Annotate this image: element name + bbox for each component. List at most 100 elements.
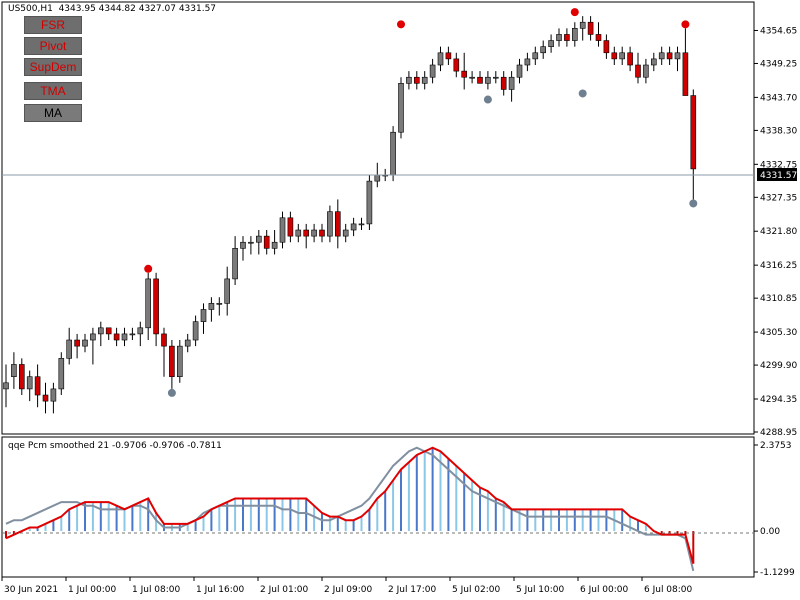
candle-body (421, 76, 428, 84)
candle-body (105, 327, 112, 335)
candle-body (540, 46, 547, 54)
time-tick-label: 2 Jul 01:00 (260, 585, 309, 595)
swing-low-marker (578, 89, 587, 98)
candle-body (429, 64, 436, 78)
candle-body (643, 64, 649, 78)
candle-body (279, 217, 286, 243)
price-tick-label: 4349.25 (760, 59, 797, 69)
candle-body (216, 303, 223, 305)
time-tick-label: 1 Jul 16:00 (196, 585, 245, 595)
candle-body (524, 58, 531, 66)
candle-body (477, 76, 483, 84)
candle-body (319, 229, 325, 237)
candle-body (437, 52, 444, 66)
candle-body (295, 229, 302, 237)
candle-body (145, 278, 151, 329)
swing-low-marker (689, 199, 698, 208)
candle-body (413, 76, 420, 84)
candle-body (263, 235, 270, 249)
candle-body (658, 52, 665, 60)
candle-body (334, 211, 341, 237)
price-tick-label: 4338.30 (760, 126, 797, 136)
supdem-button[interactable]: SupDem (24, 58, 82, 76)
candle-body (327, 211, 333, 237)
fsr-button[interactable]: FSR (24, 16, 82, 34)
candle-body (453, 58, 460, 72)
candle-body (58, 358, 65, 390)
ma-button[interactable]: MA (24, 104, 82, 122)
candle-body (255, 235, 262, 243)
candle-body (271, 241, 278, 249)
candle-body (492, 76, 499, 79)
indicator-tick-label: 2.3753 (760, 441, 792, 451)
symbol-label: US500,H1 4343.95 4344.82 4327.07 4331.57 (8, 4, 217, 14)
candle-body (11, 364, 17, 377)
price-tick-label: 4305.30 (760, 328, 797, 338)
candle-body (153, 278, 159, 335)
candle-body (485, 76, 491, 84)
candle-body (469, 76, 475, 79)
candle-body (192, 321, 199, 341)
time-tick-label: 1 Jul 00:00 (68, 585, 117, 595)
time-tick-label: 5 Jul 02:00 (452, 585, 501, 595)
qqe-slow-line (5, 446, 695, 572)
time-tick-label: 30 Jun 2021 (4, 585, 58, 595)
candle-body (603, 40, 610, 54)
candle-body (516, 64, 523, 78)
current-price-text: 4331.57 (760, 171, 797, 181)
candle-body (90, 333, 96, 341)
time-tick-label: 6 Jul 08:00 (644, 585, 693, 595)
time-tick-label: 1 Jul 08:00 (132, 585, 181, 595)
price-tick-label: 4310.85 (760, 294, 797, 304)
price-tick-label: 4332.75 (760, 160, 797, 170)
candle-body (571, 28, 578, 41)
candle-body (358, 223, 365, 226)
candle-body (137, 327, 144, 335)
candle-body (532, 52, 539, 60)
candle-body (350, 223, 357, 231)
candle-body (200, 309, 207, 322)
candle-body (50, 388, 57, 402)
time-tick-label: 5 Jul 10:00 (516, 585, 565, 595)
candle-body (129, 333, 136, 336)
candle-body (121, 333, 128, 341)
price-tick-label: 4288.95 (760, 428, 797, 438)
pivot-button[interactable]: Pivot (24, 37, 82, 55)
swing-markers-layer (144, 8, 698, 397)
candle-body (682, 52, 689, 96)
price-axis: 4354.65 4349.25 4343.70 4338.30 4332.75 4327.… (754, 26, 797, 438)
candle-body (650, 58, 657, 66)
price-tick-label: 4294.35 (760, 395, 797, 405)
price-pane-frame (1, 1, 755, 435)
price-tick-label: 4354.65 (760, 26, 797, 36)
candle-body (595, 34, 602, 41)
candle-body (311, 229, 317, 237)
candles-layer (3, 16, 697, 414)
current-price-tag (757, 168, 797, 181)
qqe-histogram (5, 447, 695, 564)
candle-body (564, 34, 570, 41)
indicator-title: qqe Pcm smoothed 21 -0.9706 -0.9706 -0.7… (8, 441, 222, 451)
candle-body (611, 52, 618, 60)
swing-low-marker (483, 95, 492, 104)
candle-body (248, 241, 254, 244)
candle-body (303, 229, 310, 237)
candle-body (161, 333, 167, 347)
candle-body (366, 180, 373, 225)
candle-body (342, 229, 349, 237)
candle-body (26, 376, 33, 390)
candle-body (579, 21, 586, 29)
candle-body (406, 76, 412, 84)
candle-body (18, 364, 25, 390)
candle-body (224, 278, 230, 304)
indicator-pane-frame (1, 436, 755, 578)
candle-body (398, 83, 404, 133)
time-tick-label: 6 Jul 00:00 (580, 585, 629, 595)
indicator-axis: 2.3753 0.00 -1.1299 (754, 441, 795, 578)
candle-body (240, 241, 246, 249)
time-axis: 30 Jun 2021 1 Jul 00:00 1 Jul 08:00 1 Jul 1… (1, 577, 693, 595)
candle-body (113, 333, 120, 341)
candle-body (587, 21, 594, 35)
tma-button[interactable]: TMA (24, 82, 82, 100)
